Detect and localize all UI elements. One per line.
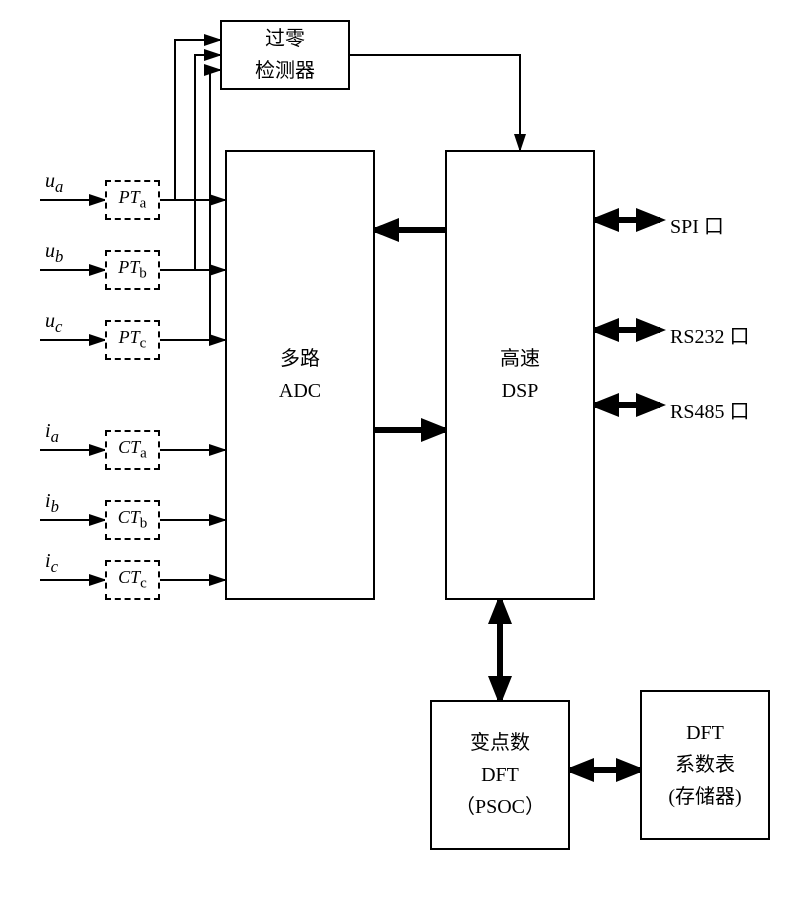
zero-cross-l1: 过零	[255, 23, 315, 55]
input-label-ub: ub	[45, 240, 63, 267]
adc-block: 多路 ADC	[225, 150, 375, 600]
pt_a-box: PTa	[105, 180, 160, 220]
zero-crossing-detector-block: 过零 检测器	[220, 20, 350, 90]
psoc-block: 变点数 DFT （PSOC）	[430, 700, 570, 850]
rs232-port-label: RS232 口	[670, 320, 749, 349]
dft-l1: DFT	[668, 717, 741, 749]
input-label-uc: uc	[45, 310, 62, 337]
pt_b-box: PTb	[105, 250, 160, 290]
ct_a-box: CTa	[105, 430, 160, 470]
psoc-l1: 变点数	[455, 727, 545, 759]
input-label-ic: ic	[45, 550, 58, 577]
zero-cross-l2: 检测器	[255, 55, 315, 87]
dsp-l1: 高速	[500, 343, 540, 375]
input-label-ib: ib	[45, 490, 59, 517]
adc-l1: 多路	[279, 343, 321, 375]
dft-l3: (存储器)	[668, 781, 741, 813]
input-label-ia: ia	[45, 420, 59, 447]
spi-port-label: SPI 口	[670, 210, 724, 239]
dsp-l2: DSP	[500, 375, 540, 407]
ct_c-box: CTc	[105, 560, 160, 600]
pt_c-box: PTc	[105, 320, 160, 360]
dft-l2: 系数表	[668, 749, 741, 781]
dft-table-block: DFT 系数表 (存储器)	[640, 690, 770, 840]
adc-l2: ADC	[279, 375, 321, 407]
psoc-l3: （PSOC）	[455, 791, 545, 823]
dsp-block: 高速 DSP	[445, 150, 595, 600]
ct_b-box: CTb	[105, 500, 160, 540]
psoc-l2: DFT	[455, 759, 545, 791]
rs485-port-label: RS485 口	[670, 395, 749, 424]
input-label-ua: ua	[45, 170, 63, 197]
